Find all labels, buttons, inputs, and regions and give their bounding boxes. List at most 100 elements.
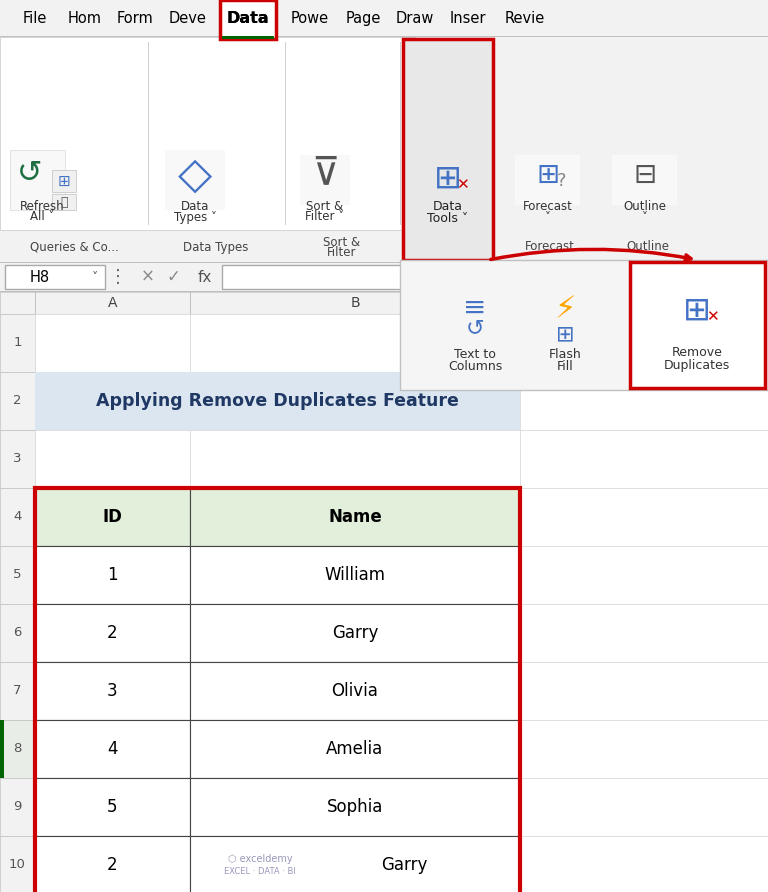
Bar	[190, 778, 520, 836]
Bar	[190, 372, 520, 430]
Text: 9: 9	[13, 800, 22, 814]
Bar	[35, 488, 520, 892]
Text: Data: Data	[433, 201, 463, 213]
Text: ˅: ˅	[642, 211, 648, 224]
Bar	[190, 836, 520, 892]
Bar	[35, 372, 190, 430]
Text: Forecast: Forecast	[523, 201, 573, 213]
Bar	[0, 0, 768, 37]
Text: Olivia: Olivia	[332, 682, 379, 700]
Text: 6: 6	[13, 626, 22, 640]
Text: Flash: Flash	[548, 349, 581, 361]
Bar	[400, 260, 768, 390]
Bar	[400, 42, 401, 225]
Text: Data: Data	[441, 235, 469, 249]
Bar	[0, 546, 35, 604]
Text: 3: 3	[13, 452, 22, 466]
Text: 5: 5	[13, 568, 22, 582]
Bar	[520, 292, 521, 314]
Text: Filter ˅: Filter ˅	[306, 211, 345, 224]
Text: Form: Form	[117, 11, 154, 26]
Bar	[0, 778, 35, 836]
Text: Page: Page	[346, 11, 381, 26]
Bar	[222, 265, 762, 289]
Bar	[520, 662, 768, 720]
Bar	[35, 488, 190, 546]
Bar	[35, 292, 36, 314]
Bar	[190, 720, 520, 778]
Text: H8: H8	[30, 269, 50, 285]
Text: ✕: ✕	[706, 310, 718, 325]
Text: William: William	[325, 566, 386, 584]
Text: Powe: Powe	[291, 11, 329, 26]
Text: ID: ID	[103, 508, 122, 526]
Text: Garry: Garry	[332, 624, 378, 642]
Bar	[190, 546, 520, 604]
Bar	[190, 604, 520, 662]
Bar	[0, 314, 35, 372]
Bar	[0, 292, 768, 892]
Bar	[0, 37, 415, 230]
Text: A: A	[108, 296, 118, 310]
Text: Filter: Filter	[327, 245, 357, 259]
Text: Refresh: Refresh	[20, 201, 65, 213]
Text: Inser: Inser	[450, 11, 486, 26]
Bar	[0, 488, 35, 546]
Bar	[0, 662, 35, 720]
Text: Data: Data	[180, 201, 209, 213]
Bar	[35, 720, 190, 778]
Text: Draw: Draw	[396, 11, 434, 26]
Text: ×: ×	[141, 268, 155, 286]
Text: ⊞: ⊞	[683, 293, 711, 326]
Bar	[0, 372, 35, 430]
Bar	[5, 265, 105, 289]
Bar	[35, 662, 190, 720]
Bar	[403, 39, 493, 260]
Text: Data: Data	[227, 11, 270, 26]
Text: Fill: Fill	[557, 360, 574, 374]
Text: Remove: Remove	[671, 345, 723, 359]
Text: B: B	[350, 296, 360, 310]
Text: Sophia: Sophia	[327, 798, 383, 816]
Text: ˅: ˅	[92, 270, 98, 284]
Text: 8: 8	[13, 742, 22, 756]
Bar	[190, 662, 520, 720]
Bar	[0, 720, 35, 778]
Bar	[520, 546, 768, 604]
Bar	[190, 662, 520, 720]
Text: Garry: Garry	[382, 856, 428, 874]
Bar	[520, 778, 768, 836]
Text: ⊞: ⊞	[434, 161, 462, 194]
Bar	[190, 292, 191, 314]
Text: 5: 5	[108, 798, 118, 816]
Bar	[35, 314, 190, 372]
Text: 2: 2	[108, 856, 118, 874]
Text: Sort &: Sort &	[306, 201, 343, 213]
Text: Queries & Co...: Queries & Co...	[30, 241, 118, 253]
Bar	[0, 720, 4, 778]
Bar	[520, 488, 768, 546]
Text: ↺: ↺	[17, 159, 43, 187]
Bar	[190, 604, 520, 662]
Bar	[190, 836, 520, 892]
Text: ⬡ exceldemy: ⬡ exceldemy	[227, 854, 293, 864]
Bar	[630, 262, 765, 388]
Text: ⋮: ⋮	[109, 268, 127, 286]
Bar	[300, 155, 350, 205]
Bar	[35, 372, 520, 430]
Text: 4: 4	[13, 510, 22, 524]
Bar	[35, 662, 190, 720]
Text: 10: 10	[9, 858, 26, 871]
Text: 4: 4	[108, 740, 118, 758]
Bar	[0, 291, 768, 292]
Text: ?: ?	[556, 172, 566, 190]
Bar	[0, 604, 35, 662]
Text: ˅: ˅	[545, 211, 551, 224]
Text: Tools ˅: Tools ˅	[428, 211, 468, 225]
Bar	[520, 604, 768, 662]
Text: ⊽: ⊽	[311, 154, 339, 192]
Bar	[515, 155, 580, 205]
Bar	[190, 546, 520, 604]
Bar	[190, 488, 520, 546]
Text: Duplicates: Duplicates	[664, 359, 730, 371]
